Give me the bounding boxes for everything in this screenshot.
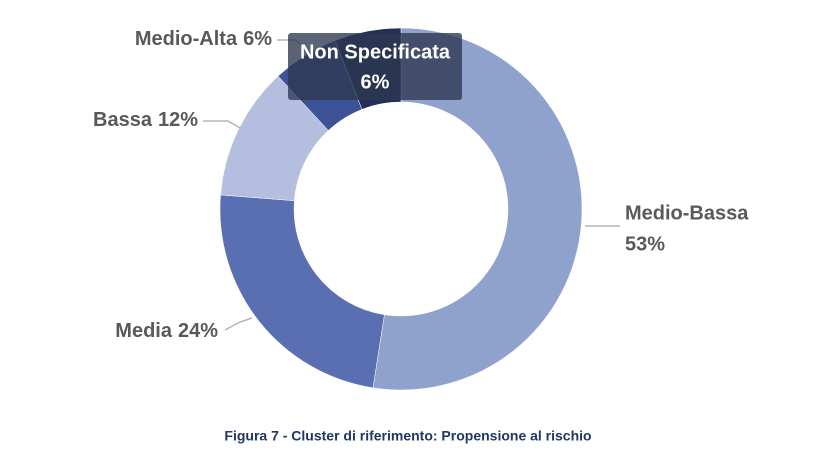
value-label: 24%: [178, 320, 218, 342]
data-label: Medio-Alta 6%: [135, 28, 272, 50]
category-label: Medio-Alta: [135, 28, 238, 50]
caption: Figura 7 - Cluster di riferimento: Prope…: [224, 428, 591, 444]
data-label: Media 24%: [115, 320, 218, 342]
category-label: Medio-Bassa: [625, 202, 749, 224]
leader-line: [203, 120, 241, 129]
category-label: Non Specificata: [300, 41, 451, 63]
value-label: 12%: [158, 109, 198, 131]
leader-line: [224, 317, 253, 331]
category-label: Media: [115, 320, 173, 342]
label-box: [288, 33, 462, 100]
data-label: Bassa 12%: [93, 109, 198, 131]
value-label: 6%: [243, 28, 272, 50]
donut-slice: [372, 27, 583, 391]
donut-slice: [219, 194, 385, 389]
category-label: Bassa: [93, 109, 153, 131]
value-label: 6%: [361, 71, 390, 93]
value-label: 53%: [625, 233, 665, 255]
